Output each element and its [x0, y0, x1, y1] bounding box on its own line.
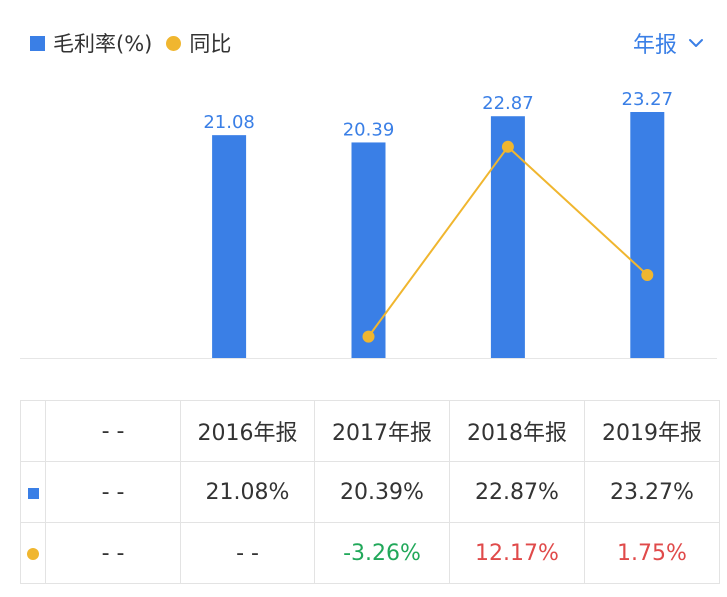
gross-margin-chart: 21.08 20.39 22.87 23.27: [20, 89, 717, 359]
table-cell: - -: [45, 522, 181, 584]
table-cell: 1.75%: [584, 522, 720, 584]
yoy-point-4: [641, 268, 654, 281]
table-cell: 12.17%: [449, 522, 585, 584]
row-marker-cell: [20, 461, 46, 523]
table-cell: -3.26%: [314, 522, 450, 584]
table-cell: 23.27%: [584, 461, 720, 523]
legend-item-yoy[interactable]: 同比: [166, 28, 231, 58]
bar-4: [630, 112, 665, 358]
legend-label-yoy: 同比: [189, 32, 232, 56]
chart-legend: 毛利率(%) 同比: [30, 28, 245, 58]
row-marker-cell: [20, 522, 46, 584]
blue-square-marker-icon: [30, 35, 45, 51]
table-cell: - -: [180, 522, 315, 584]
table-row-gross-margin: - - 21.08% 20.39% 22.87% 23.27%: [20, 461, 720, 523]
table-cell: 21.08%: [180, 461, 315, 523]
table-cell: 22.87%: [449, 461, 585, 523]
bar-value-label: 22.87: [482, 93, 534, 114]
bar-2: [351, 142, 386, 358]
header-cell: 2019年报: [584, 400, 720, 462]
header-cell: 2017年报: [314, 400, 450, 462]
bar-value-label: 23.27: [622, 89, 674, 110]
yoy-point-2: [362, 330, 375, 343]
orange-dot-marker-icon: [166, 35, 182, 51]
bar-value-label: 20.39: [343, 119, 395, 140]
header-cell: 2016年报: [180, 400, 315, 462]
header-cell: 2018年报: [449, 400, 585, 462]
data-table: - - 2016年报 2017年报 2018年报 2019年报 - - 21.0…: [20, 400, 720, 584]
legend-item-gross-margin[interactable]: 毛利率(%): [30, 28, 152, 58]
orange-dot-marker-icon: [27, 547, 39, 560]
period-dropdown[interactable]: 年报: [633, 28, 705, 58]
yoy-point-3: [501, 140, 514, 153]
table-row-yoy: - - - - -3.26% 12.17% 1.75%: [20, 522, 720, 584]
table-header-row: - - 2016年报 2017年报 2018年报 2019年报: [20, 400, 720, 462]
table-cell: - -: [45, 461, 181, 523]
chevron-down-icon: [689, 39, 703, 47]
legend-label-gross-margin: 毛利率(%): [53, 32, 153, 56]
period-label: 年报: [632, 33, 677, 58]
bar-1: [212, 135, 247, 358]
blue-square-marker-icon: [27, 487, 39, 499]
header-cell: - -: [45, 400, 181, 462]
table-cell: 20.39%: [314, 461, 450, 523]
header-cell: [20, 400, 46, 462]
bar-value-label: 21.08: [203, 112, 255, 133]
